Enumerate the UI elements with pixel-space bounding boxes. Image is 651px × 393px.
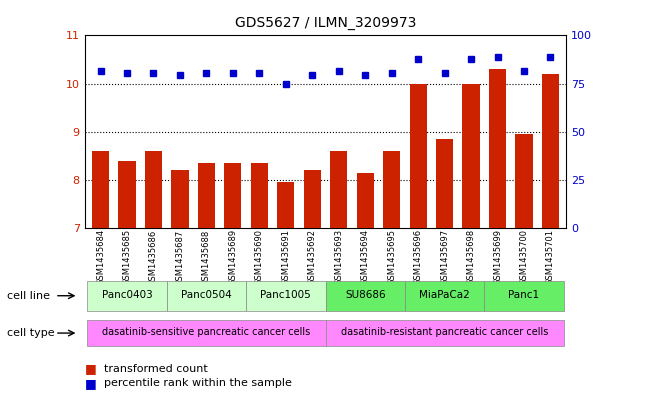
Bar (171, 170, 189, 228)
Bar (383, 151, 400, 228)
Text: Panc0504: Panc0504 (181, 290, 232, 300)
Bar (118, 160, 135, 228)
Bar (409, 83, 427, 228)
Bar (277, 182, 294, 228)
Bar (326, 320, 564, 346)
Text: Panc1005: Panc1005 (260, 290, 311, 300)
Text: cell type: cell type (7, 328, 54, 338)
Bar (516, 134, 533, 228)
Text: MiaPaCa2: MiaPaCa2 (419, 290, 470, 300)
Bar (92, 151, 109, 228)
Bar (251, 163, 268, 228)
Bar (198, 163, 215, 228)
Bar (246, 281, 326, 311)
Bar (167, 281, 246, 311)
Bar (542, 74, 559, 228)
Bar (326, 281, 405, 311)
Text: percentile rank within the sample: percentile rank within the sample (104, 378, 292, 388)
Bar (87, 320, 326, 346)
Bar (303, 170, 321, 228)
Bar (330, 151, 348, 228)
Text: cell line: cell line (7, 291, 49, 301)
Bar (87, 281, 167, 311)
Bar (462, 83, 480, 228)
Text: transformed count: transformed count (104, 364, 208, 374)
Text: Panc1: Panc1 (508, 290, 540, 300)
Bar (489, 69, 506, 228)
Text: dasatinib-sensitive pancreatic cancer cells: dasatinib-sensitive pancreatic cancer ce… (102, 327, 311, 338)
Text: Panc0403: Panc0403 (102, 290, 152, 300)
Bar (145, 151, 162, 228)
Text: GDS5627 / ILMN_3209973: GDS5627 / ILMN_3209973 (235, 16, 416, 30)
Text: SU8686: SU8686 (345, 290, 385, 300)
Bar (484, 281, 564, 311)
Text: dasatinib-resistant pancreatic cancer cells: dasatinib-resistant pancreatic cancer ce… (341, 327, 548, 338)
Bar (224, 163, 242, 228)
Bar (436, 139, 453, 228)
Text: ■: ■ (85, 376, 96, 390)
Text: ■: ■ (85, 362, 96, 375)
Bar (357, 173, 374, 228)
Bar (405, 281, 484, 311)
